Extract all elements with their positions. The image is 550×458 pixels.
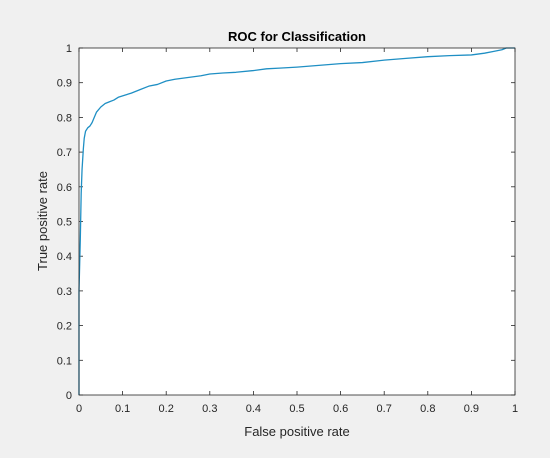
chart-title: ROC for Classification <box>228 29 366 44</box>
x-tick-label: 0.2 <box>159 403 174 415</box>
y-tick-label: 0.6 <box>57 182 72 194</box>
x-tick-label: 0.6 <box>333 403 348 415</box>
x-tick-label: 0.4 <box>246 403 261 415</box>
y-tick-label: 0.1 <box>57 355 72 367</box>
x-tick-label: 0.3 <box>202 403 217 415</box>
y-tick-label: 0.3 <box>57 286 72 298</box>
y-tick-label: 0.4 <box>57 251 72 263</box>
x-tick-label: 0.7 <box>377 403 392 415</box>
roc-curve-line <box>78 47 515 395</box>
x-tick-label: 0.5 <box>289 403 304 415</box>
axes-frame <box>78 47 516 396</box>
x-tick-label: 0 <box>76 403 82 415</box>
y-axis-label: True positive rate <box>35 171 50 271</box>
x-tick-label: 1 <box>512 403 518 415</box>
y-tick-label: 1 <box>66 43 72 55</box>
x-tick-label: 0.9 <box>464 403 479 415</box>
y-tick-label: 0.5 <box>57 217 72 229</box>
axes-background <box>79 48 515 395</box>
y-tick-label: 0.2 <box>57 321 72 333</box>
series-group <box>78 47 515 395</box>
y-tick-label: 0.9 <box>57 78 72 90</box>
y-tick-label: 0.7 <box>57 147 72 159</box>
x-tick-label: 0.1 <box>115 403 130 415</box>
x-axis-label: False positive rate <box>244 424 350 439</box>
y-tick-label: 0 <box>66 390 72 402</box>
x-tick-label: 0.8 <box>420 403 435 415</box>
y-tick-label: 0.8 <box>57 112 72 124</box>
tick-labels: 0 0.1 0.2 0.3 0.4 0.5 0.6 0.7 0.8 0.9 1 0 0.1 0.2 0.3 0… <box>57 43 518 415</box>
